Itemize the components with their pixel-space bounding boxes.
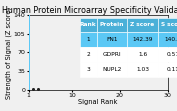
Title: Human Protein Microarray Specificity Validation: Human Protein Microarray Specificity Val… xyxy=(2,6,177,15)
Text: 142.39: 142.39 xyxy=(132,37,153,42)
Text: 3: 3 xyxy=(87,67,90,72)
Y-axis label: Strength of Signal (Z score): Strength of Signal (Z score) xyxy=(5,6,12,99)
Text: Rank: Rank xyxy=(80,23,97,28)
Text: FN1: FN1 xyxy=(106,37,118,42)
Text: S score: S score xyxy=(161,23,177,28)
Text: 140.8: 140.8 xyxy=(165,37,177,42)
Text: GDPRI: GDPRI xyxy=(103,52,121,57)
Text: Z score: Z score xyxy=(130,23,155,28)
Text: 1.6: 1.6 xyxy=(138,52,147,57)
Text: Protein: Protein xyxy=(100,23,124,28)
Text: 1.03: 1.03 xyxy=(136,67,149,72)
Bar xyxy=(27,14,30,90)
Point xyxy=(37,88,40,90)
Text: 2: 2 xyxy=(87,52,90,57)
Text: 0.57: 0.57 xyxy=(167,52,177,57)
Text: 0.11: 0.11 xyxy=(167,67,177,72)
Point xyxy=(32,88,35,90)
Text: NUPL2: NUPL2 xyxy=(102,67,122,72)
X-axis label: Signal Rank: Signal Rank xyxy=(78,99,118,105)
Text: 1: 1 xyxy=(87,37,90,42)
